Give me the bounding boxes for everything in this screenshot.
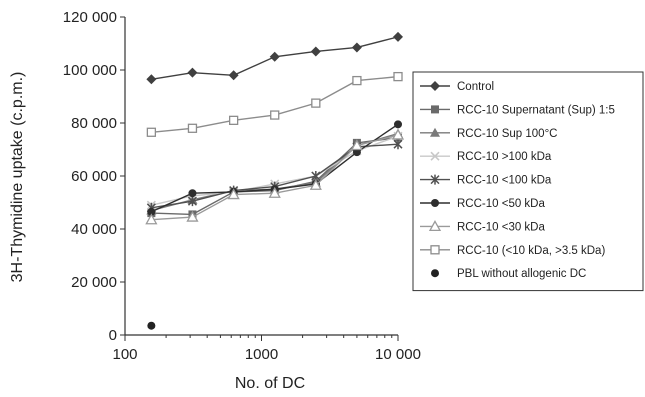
legend-marker — [430, 174, 440, 185]
legend-marker — [431, 199, 439, 207]
legend-label: RCC-10 <50 kDa — [457, 198, 545, 210]
data-point — [270, 110, 280, 120]
legend-item: RCC-10 <100 kDa — [420, 174, 552, 187]
legend-label: Control — [457, 81, 494, 93]
x-tick-label: 1000 — [245, 346, 278, 363]
data-point — [393, 31, 403, 42]
legend: Control RCC-10 Supernatant (Sup) 1:5 RCC-1… — [412, 71, 644, 292]
legend-label: RCC-10 <100 kDa — [457, 175, 552, 187]
plot-area — [124, 17, 405, 336]
legend-label: RCC-10 <30 kDa — [457, 221, 545, 233]
y-axis-label: 3H-Thymidine uptake (c.p.m.) — [9, 72, 26, 283]
y-tick-label: 40 000 — [71, 221, 117, 238]
data-point — [391, 128, 405, 140]
series-8 — [147, 321, 156, 330]
data-point — [394, 120, 402, 129]
legend-label: RCC-10 Sup 100°C — [457, 128, 557, 140]
data-point — [228, 70, 239, 81]
data-point — [145, 213, 158, 225]
legend-item: RCC-10 <50 kDa — [420, 198, 545, 210]
data-point — [187, 67, 198, 78]
legend-item: RCC-10 Supernatant (Sup) 1:5 — [420, 104, 615, 116]
legend-label: RCC-10 (<10 kDa, >3.5 kDa) — [457, 245, 605, 257]
data-point — [187, 123, 198, 133]
legend-box — [412, 71, 644, 292]
data-point — [352, 75, 362, 86]
data-point — [309, 178, 322, 190]
legend-label: RCC-10 >100 kDa — [457, 151, 552, 163]
series-4 — [146, 139, 403, 213]
data-point — [393, 71, 403, 82]
legend-item: RCC-10 <30 kDa — [420, 220, 545, 233]
data-point — [146, 74, 157, 85]
data-point — [269, 51, 280, 62]
data-point — [188, 189, 197, 198]
legend-item: RCC-10 (<10 kDa, >3.5 kDa) — [420, 245, 605, 257]
y-tick-label: 20 000 — [71, 274, 117, 291]
data-point — [146, 127, 157, 137]
y-tick-label: 120 000 — [63, 9, 117, 26]
legend-marker — [430, 245, 440, 255]
legend-marker — [430, 127, 440, 137]
legend-marker — [430, 151, 440, 161]
data-point — [186, 210, 199, 222]
legend-marker — [431, 269, 439, 278]
x-axis-label: No. of DC — [235, 375, 305, 392]
legend-marker — [430, 81, 440, 91]
data-point — [393, 139, 403, 150]
legend-item: PBL without allogenic DC — [431, 268, 586, 280]
y-tick-label: 100 000 — [63, 62, 117, 79]
series-line — [151, 123, 399, 213]
data-point — [310, 46, 321, 57]
legend-label: RCC-10 Supernatant (Sup) 1:5 — [457, 104, 615, 116]
series-0 — [146, 31, 403, 85]
legend-marker — [428, 220, 442, 232]
x-tick-label: 10 000 — [375, 346, 421, 363]
data-point — [147, 321, 156, 330]
data-point — [350, 139, 364, 151]
y-tick-label: 80 000 — [71, 115, 117, 132]
series-line — [151, 143, 399, 209]
legend-item: RCC-10 >100 kDa — [420, 151, 552, 163]
data-point — [268, 186, 281, 198]
data-point — [351, 42, 362, 53]
series-7 — [146, 71, 403, 137]
data-point — [311, 98, 321, 108]
data-point — [187, 196, 197, 207]
y-tick-label: 60 000 — [71, 168, 117, 185]
y-tick-label: 0 — [109, 327, 117, 344]
data-point — [228, 115, 239, 125]
x-tick-label: 100 — [112, 346, 137, 363]
series-6 — [145, 128, 405, 225]
data-point — [227, 188, 240, 200]
legend-item: RCC-10 Sup 100°C — [420, 127, 557, 140]
axis-ticks: 0 20 000 40 000 60 000 80 000 100 000 120 000 1… — [63, 9, 421, 363]
legend-item: Control — [420, 81, 494, 93]
legend-marker — [431, 105, 439, 114]
data-point — [147, 207, 156, 216]
legend-label: PBL without allogenic DC — [457, 268, 586, 280]
